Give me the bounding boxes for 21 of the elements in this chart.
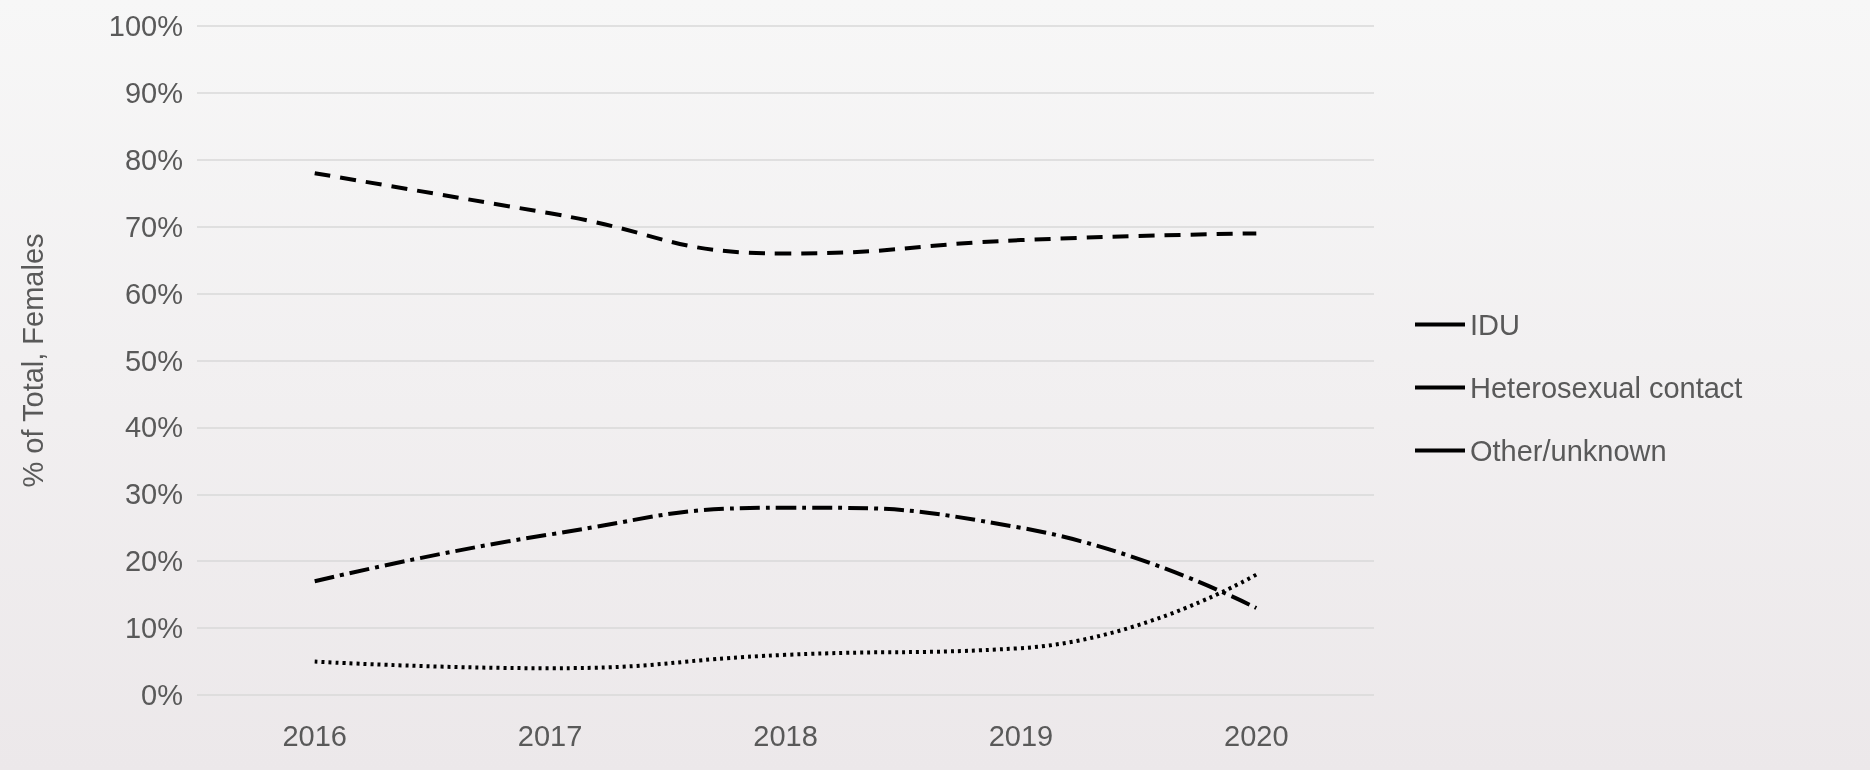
x-tick-label: 2019 [988,719,1054,752]
y-tick-label: 50% [124,344,183,377]
x-tick-label: 2020 [1224,719,1289,752]
y-tick-label: 90% [124,76,183,109]
y-tick-label: 20% [124,545,183,578]
y-tick-label: 70% [124,210,183,243]
y-tick-label: 10% [124,612,183,645]
y-tick-label: 60% [124,277,183,310]
y-tick-label: 0% [141,679,183,711]
y-tick-label: 80% [124,143,183,176]
legend-label: Other/unknown [1470,434,1667,467]
legend-label: IDU [1470,308,1520,341]
x-tick-label: 2018 [753,719,818,752]
y-axis-title: % of Total, Females [16,233,49,488]
y-tick-label: 100% [108,10,183,42]
legend-label: Heterosexual contact [1470,371,1743,404]
y-tick-label: 40% [124,411,183,444]
line-series [312,171,1259,256]
x-tick-label: 2016 [282,719,347,752]
x-tick-label: 2017 [517,719,583,752]
y-tick-label: 30% [124,478,183,511]
